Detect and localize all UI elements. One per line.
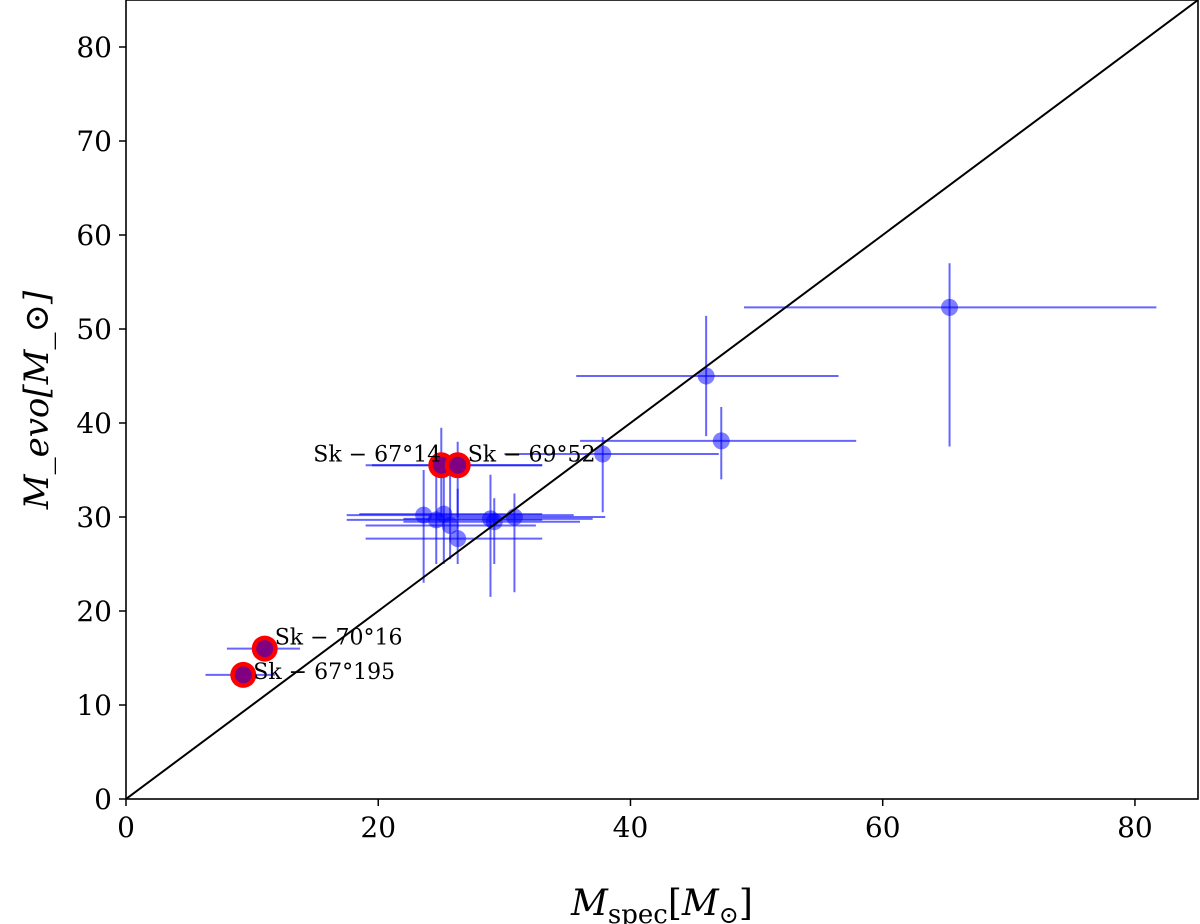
- point-annotation: Sk − 70°16: [275, 626, 403, 651]
- plot-frame: [125, 0, 1199, 800]
- data-point: [485, 513, 503, 531]
- point-annotation: Sk − 67°195: [253, 660, 395, 685]
- x-tick-label: 40: [613, 811, 649, 844]
- data-point: [941, 298, 959, 316]
- data-point: [256, 640, 274, 658]
- x-axis-label: Mspec[M⊙]: [570, 883, 753, 924]
- y-axis-label: M_evo[M_⊙]: [17, 290, 57, 510]
- x-tick-label: 0: [117, 811, 135, 844]
- data-point: [234, 666, 252, 684]
- data-point: [449, 456, 467, 474]
- x-tick-label: 20: [360, 811, 396, 844]
- data-point: [594, 445, 612, 463]
- data-point: [441, 516, 459, 534]
- y-tick-label: 60: [76, 219, 112, 252]
- y-tick-label: 10: [76, 689, 112, 722]
- x-tick-label: 80: [1117, 811, 1153, 844]
- point-annotation: Sk − 67°14: [313, 442, 441, 467]
- data-point: [712, 432, 730, 450]
- plot-marks: Sk − 67°14 Sk − 69°52 Sk − 70°16 Sk − 67°19…: [125, 0, 1199, 800]
- data-point: [505, 508, 523, 526]
- y-tick-label: 70: [76, 125, 112, 158]
- axis-ticks: 0 20 40 60 80 0 10 20 30 40 50 60 70 80: [76, 31, 1152, 844]
- y-tick-label: 30: [76, 501, 112, 534]
- data-point: [449, 530, 467, 548]
- data-point: [697, 367, 715, 385]
- point-annotation: Sk − 69°52: [468, 442, 596, 467]
- y-tick-label: 0: [94, 783, 112, 816]
- y-tick-label: 20: [76, 595, 112, 628]
- y-tick-label: 50: [76, 313, 112, 346]
- identity-line: [125, 0, 1199, 800]
- y-tick-label: 40: [76, 407, 112, 440]
- x-tick-label: 60: [865, 811, 901, 844]
- y-tick-label: 80: [76, 31, 112, 64]
